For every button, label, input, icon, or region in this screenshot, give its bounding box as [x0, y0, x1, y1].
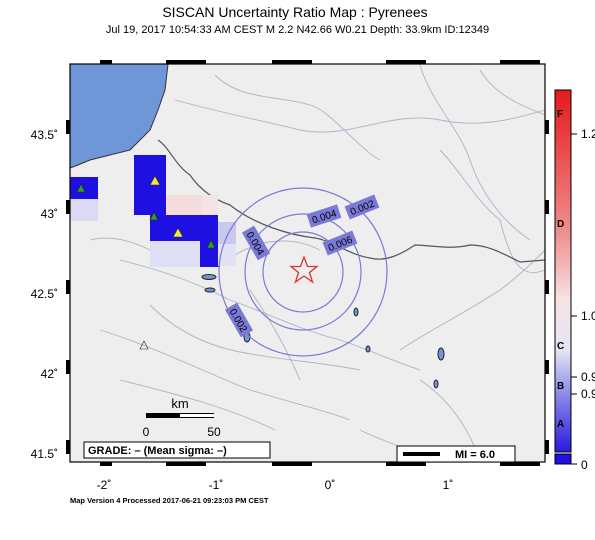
mi-legend-text: MI = 6.0 — [455, 449, 495, 461]
map-footer: Map Version 4 Processed 2017-06-21 09:23… — [70, 496, 269, 505]
colorbar-letter: C — [557, 341, 565, 352]
contour-lines — [218, 187, 388, 357]
station-triangle — [76, 183, 86, 193]
frame-ticks — [66, 60, 549, 466]
colorbar — [554, 89, 577, 465]
station-triangle — [172, 227, 184, 238]
y-tick-label: 43.5˚ — [30, 128, 58, 142]
epicenter-star — [289, 255, 319, 284]
colorbar-gradient — [554, 89, 572, 453]
map-subtitle: Jul 19, 2017 10:54:33 AM CEST M 2.2 N42.… — [105, 24, 490, 36]
stations — [76, 175, 216, 350]
station-triangle — [149, 175, 161, 186]
x-tick-label: -1˚ — [208, 478, 224, 492]
colorbar-bottom-swatch — [554, 453, 572, 465]
colorbar-letter: F — [557, 109, 564, 120]
colorbar-letter: A — [557, 419, 565, 430]
colorbar-value: 0.9 — [581, 370, 595, 384]
y-tick-label: 42.5˚ — [30, 287, 58, 301]
colorbar-value: 1.2 — [581, 127, 595, 141]
rivers — [89, 64, 546, 463]
sea-region — [69, 63, 169, 169]
grade-text: GRADE: – (Mean sigma: –) — [88, 445, 227, 457]
y-tick-label: 42˚ — [40, 367, 58, 381]
x-tick-label: 1˚ — [442, 478, 454, 492]
scale-bar-start: 0 — [143, 425, 150, 439]
scale-bar-end: 50 — [207, 425, 221, 439]
station-triangle — [206, 239, 216, 249]
x-tick-label: 0˚ — [324, 478, 336, 492]
colorbar-letter: D — [557, 219, 565, 230]
colorbar-letter: B — [557, 381, 565, 392]
x-tick-label: -2˚ — [96, 478, 112, 492]
station-triangle — [149, 211, 159, 221]
station-triangle — [139, 340, 149, 350]
y-tick-label: 41.5˚ — [30, 447, 58, 461]
colorbar-value: 1.0 — [581, 309, 595, 323]
map-title: SISCAN Uncertainty Ratio Map : Pyrenees — [162, 4, 428, 20]
y-tick-label: 43˚ — [40, 207, 58, 221]
mi-legend: MI = 6.0 — [396, 445, 516, 463]
scale-bar-unit: km — [171, 396, 188, 411]
grade-box: GRADE: – (Mean sigma: –) — [83, 441, 271, 459]
scale-bar: km 0 50 — [143, 396, 221, 439]
colorbar-value: 0.9 — [581, 387, 595, 401]
colorbar-value: 0 — [581, 458, 588, 472]
